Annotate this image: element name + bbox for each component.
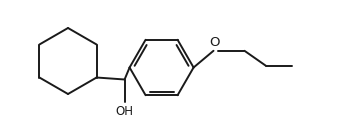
Text: O: O <box>209 36 220 49</box>
Text: OH: OH <box>115 105 133 118</box>
